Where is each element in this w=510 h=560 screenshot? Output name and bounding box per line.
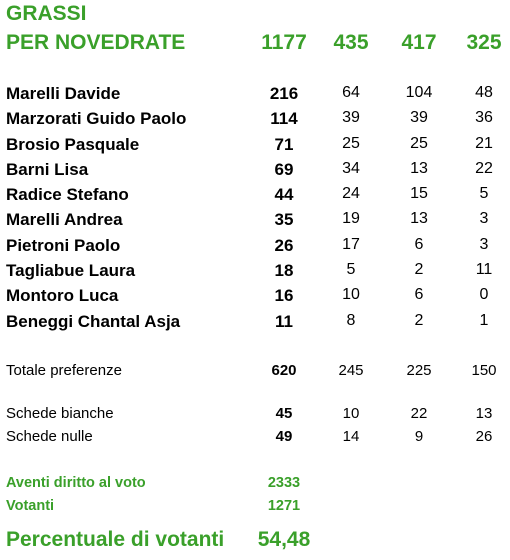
candidate-seat-2: 6 xyxy=(414,236,424,253)
candidate-row: Barni Lisa 69 34 13 22 xyxy=(0,160,510,184)
candidate-name: Marelli Davide xyxy=(6,84,121,103)
aventi-diritto-label: Aventi diritto al voto xyxy=(6,475,146,491)
candidate-total: 18 xyxy=(274,261,294,280)
header-total-seat-3: 325 xyxy=(466,31,502,54)
candidate-name: Brosio Pasquale xyxy=(6,135,140,154)
header-total-seat-1: 435 xyxy=(333,31,369,54)
schede-bianche-row: Schede bianche 45 10 22 13 xyxy=(0,405,510,429)
candidate-row: Marzorati Guido Paolo 114 39 39 36 xyxy=(0,109,510,133)
votanti-value: 1271 xyxy=(267,498,301,514)
page-title: GRASSI xyxy=(6,2,87,25)
schede-nulle-seat-2: 9 xyxy=(414,428,424,445)
candidate-seat-3: 21 xyxy=(475,135,493,152)
candidate-seat-2: 13 xyxy=(410,210,428,227)
percentuale-label: Percentuale di votanti xyxy=(6,528,225,551)
candidate-seat-2: 2 xyxy=(414,261,424,278)
page-subtitle: PER NOVEDRATE xyxy=(6,31,186,54)
candidate-seat-3: 5 xyxy=(479,185,489,202)
schede-bianche-seat-2: 22 xyxy=(410,405,428,422)
schede-nulle-label: Schede nulle xyxy=(6,428,93,445)
candidate-seat-2: 13 xyxy=(410,160,428,177)
schede-nulle-row: Schede nulle 49 14 9 26 xyxy=(0,428,510,452)
candidate-row: Marelli Davide 216 64 104 48 xyxy=(0,84,510,108)
percentuale-row: Percentuale di votanti 54,48 xyxy=(0,528,510,552)
candidate-seat-1: 19 xyxy=(342,210,360,227)
aventi-diritto-row: Aventi diritto al voto 2333 xyxy=(0,475,510,499)
candidate-seat-2: 15 xyxy=(410,185,428,202)
candidate-seat-3: 1 xyxy=(479,312,489,329)
votanti-label: Votanti xyxy=(6,498,55,514)
candidate-seat-1: 24 xyxy=(342,185,360,202)
schede-nulle-seat-3: 26 xyxy=(475,428,493,445)
candidate-row: Beneggi Chantal Asja 11 8 2 1 xyxy=(0,312,510,336)
totale-preferenze-row: Totale preferenze 620 245 225 150 xyxy=(0,362,510,386)
candidate-total: 11 xyxy=(275,312,293,331)
schede-bianche-seat-3: 13 xyxy=(475,405,493,422)
totale-preferenze-seat-2: 225 xyxy=(406,362,432,379)
candidate-seat-1: 64 xyxy=(342,84,360,101)
header-total-seat-2: 417 xyxy=(401,31,437,54)
candidate-name: Barni Lisa xyxy=(6,160,89,179)
candidate-row: Tagliabue Laura 18 5 2 11 xyxy=(0,261,510,285)
candidate-seat-2: 2 xyxy=(414,312,424,329)
candidate-seat-2: 39 xyxy=(410,109,428,126)
title-row-1: GRASSI xyxy=(0,2,510,26)
candidate-row: Pietroni Paolo 26 17 6 3 xyxy=(0,236,510,260)
percentuale-value: 54,48 xyxy=(257,528,311,551)
candidate-name: Montoro Luca xyxy=(6,286,119,305)
candidate-seat-1: 34 xyxy=(342,160,360,177)
aventi-diritto-value: 2333 xyxy=(267,475,301,491)
votanti-row: Votanti 1271 xyxy=(0,498,510,522)
candidate-seat-1: 17 xyxy=(342,236,360,253)
candidate-seat-3: 0 xyxy=(479,286,489,303)
candidate-seat-1: 8 xyxy=(346,312,356,329)
candidate-total: 71 xyxy=(274,135,294,154)
candidate-name: Tagliabue Laura xyxy=(6,261,136,280)
candidate-seat-3: 3 xyxy=(479,236,489,253)
candidate-seat-3: 3 xyxy=(479,210,489,227)
candidate-seat-1: 25 xyxy=(342,135,360,152)
candidate-total: 216 xyxy=(269,84,299,103)
candidate-row: Marelli Andrea 35 19 13 3 xyxy=(0,210,510,234)
schede-bianche-seat-1: 10 xyxy=(342,405,360,422)
candidate-seat-3: 36 xyxy=(475,109,493,126)
candidate-total: 16 xyxy=(274,286,294,305)
candidate-total: 114 xyxy=(270,109,298,128)
schede-nulle-seat-1: 14 xyxy=(342,428,360,445)
header-total-overall: 1177 xyxy=(261,31,307,54)
schede-nulle-total: 49 xyxy=(275,428,293,445)
candidate-total: 26 xyxy=(274,236,294,255)
title-row-2: PER NOVEDRATE 1177 435 417 325 xyxy=(0,31,510,55)
candidate-name: Radice Stefano xyxy=(6,185,129,204)
schede-bianche-label: Schede bianche xyxy=(6,405,114,422)
totale-preferenze-label: Totale preferenze xyxy=(6,362,122,379)
totale-preferenze-seat-1: 245 xyxy=(338,362,364,379)
candidate-total: 35 xyxy=(274,210,294,229)
candidate-row: Montoro Luca 16 10 6 0 xyxy=(0,286,510,310)
candidate-name: Marzorati Guido Paolo xyxy=(6,109,187,128)
candidate-row: Radice Stefano 44 24 15 5 xyxy=(0,185,510,209)
candidate-row: Brosio Pasquale 71 25 25 21 xyxy=(0,135,510,159)
totale-preferenze-total: 620 xyxy=(271,362,297,379)
candidate-seat-2: 6 xyxy=(414,286,424,303)
candidate-total: 69 xyxy=(274,160,294,179)
totale-preferenze-seat-3: 150 xyxy=(471,362,497,379)
candidate-seat-3: 48 xyxy=(475,84,493,101)
candidate-name: Marelli Andrea xyxy=(6,210,123,229)
candidate-seat-2: 25 xyxy=(410,135,428,152)
candidate-seat-1: 39 xyxy=(342,109,360,126)
candidate-total: 44 xyxy=(274,185,294,204)
candidate-seat-1: 5 xyxy=(346,261,356,278)
schede-bianche-total: 45 xyxy=(275,405,293,422)
candidate-seat-1: 10 xyxy=(342,286,360,303)
candidate-seat-3: 22 xyxy=(475,160,493,177)
candidate-name: Pietroni Paolo xyxy=(6,236,121,255)
candidate-seat-2: 104 xyxy=(405,84,433,101)
candidate-seat-3: 11 xyxy=(475,261,493,278)
candidate-name: Beneggi Chantal Asja xyxy=(6,312,181,331)
